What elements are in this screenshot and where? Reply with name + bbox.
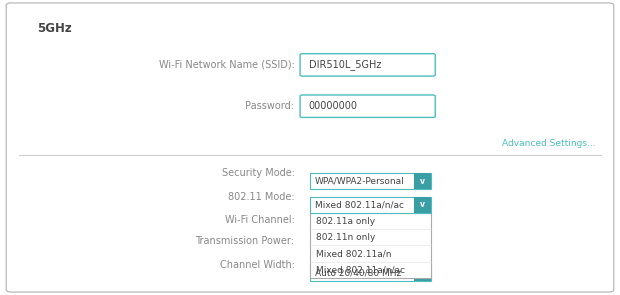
- Text: Auto 20/40/80 MHz: Auto 20/40/80 MHz: [315, 268, 401, 277]
- Text: Wi-Fi Channel:: Wi-Fi Channel:: [224, 215, 294, 225]
- Text: Channel Width:: Channel Width:: [219, 260, 294, 270]
- Bar: [414, 197, 431, 213]
- Text: Password:: Password:: [246, 101, 294, 111]
- FancyBboxPatch shape: [300, 54, 435, 76]
- FancyBboxPatch shape: [6, 3, 614, 292]
- Text: Transmission Power:: Transmission Power:: [195, 236, 294, 246]
- Text: Wi-Fi Network Name (SSID):: Wi-Fi Network Name (SSID):: [159, 60, 294, 70]
- Text: v: v: [420, 268, 425, 277]
- Bar: [414, 173, 431, 189]
- Bar: [310, 173, 431, 189]
- Text: v: v: [420, 200, 425, 209]
- Text: 802.11n only: 802.11n only: [316, 233, 376, 242]
- Bar: [310, 213, 431, 278]
- Text: 5GHz: 5GHz: [37, 22, 72, 35]
- FancyBboxPatch shape: [300, 95, 435, 117]
- Text: Mixed 802.11a/n: Mixed 802.11a/n: [316, 249, 392, 258]
- Text: WPA/WPA2-Personal: WPA/WPA2-Personal: [315, 177, 405, 186]
- Text: 00000000: 00000000: [309, 101, 358, 111]
- Text: v: v: [420, 177, 425, 186]
- Text: Advanced Settings...: Advanced Settings...: [502, 139, 595, 148]
- Text: DIR510L_5GHz: DIR510L_5GHz: [309, 60, 381, 70]
- Text: 802.11 Mode:: 802.11 Mode:: [228, 192, 294, 202]
- Text: Mixed 802.11a/n/ac: Mixed 802.11a/n/ac: [316, 265, 405, 274]
- Bar: [310, 197, 431, 213]
- Bar: [414, 265, 431, 281]
- Text: 802.11a only: 802.11a only: [316, 217, 375, 226]
- Text: Security Mode:: Security Mode:: [221, 168, 294, 178]
- Bar: [310, 265, 431, 281]
- Text: Mixed 802.11a/n/ac: Mixed 802.11a/n/ac: [315, 200, 404, 209]
